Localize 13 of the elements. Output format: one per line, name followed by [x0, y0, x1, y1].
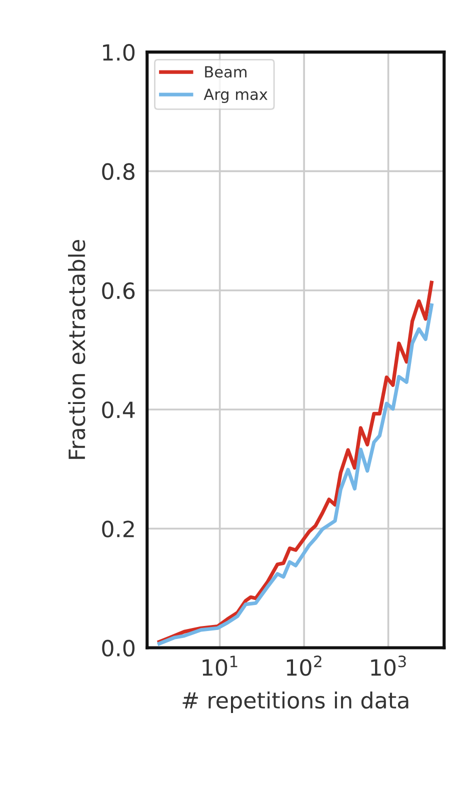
y-tick-label: 1.0 — [103, 44, 135, 61]
y-tick-label: 0.0 — [102, 640, 135, 657]
x-axis-title: # repetitions in data — [182, 692, 408, 714]
y-tick-label: 0.2 — [102, 520, 134, 538]
y-tick-label: 0.8 — [102, 163, 134, 180]
y-axis-title: Fraction extractable — [68, 240, 86, 459]
x-tick-label: 10$^{1}$ — [202, 656, 238, 676]
legend-label: Arg max — [204, 88, 268, 104]
y-tick-label: 0.6 — [102, 282, 135, 300]
x-tick-label: 10$^{3}$ — [371, 656, 406, 676]
legend-label: Beam — [205, 66, 246, 78]
x-tick-label: 10$^{2}$ — [286, 656, 322, 676]
y-tick-label: 0.4 — [102, 401, 135, 418]
